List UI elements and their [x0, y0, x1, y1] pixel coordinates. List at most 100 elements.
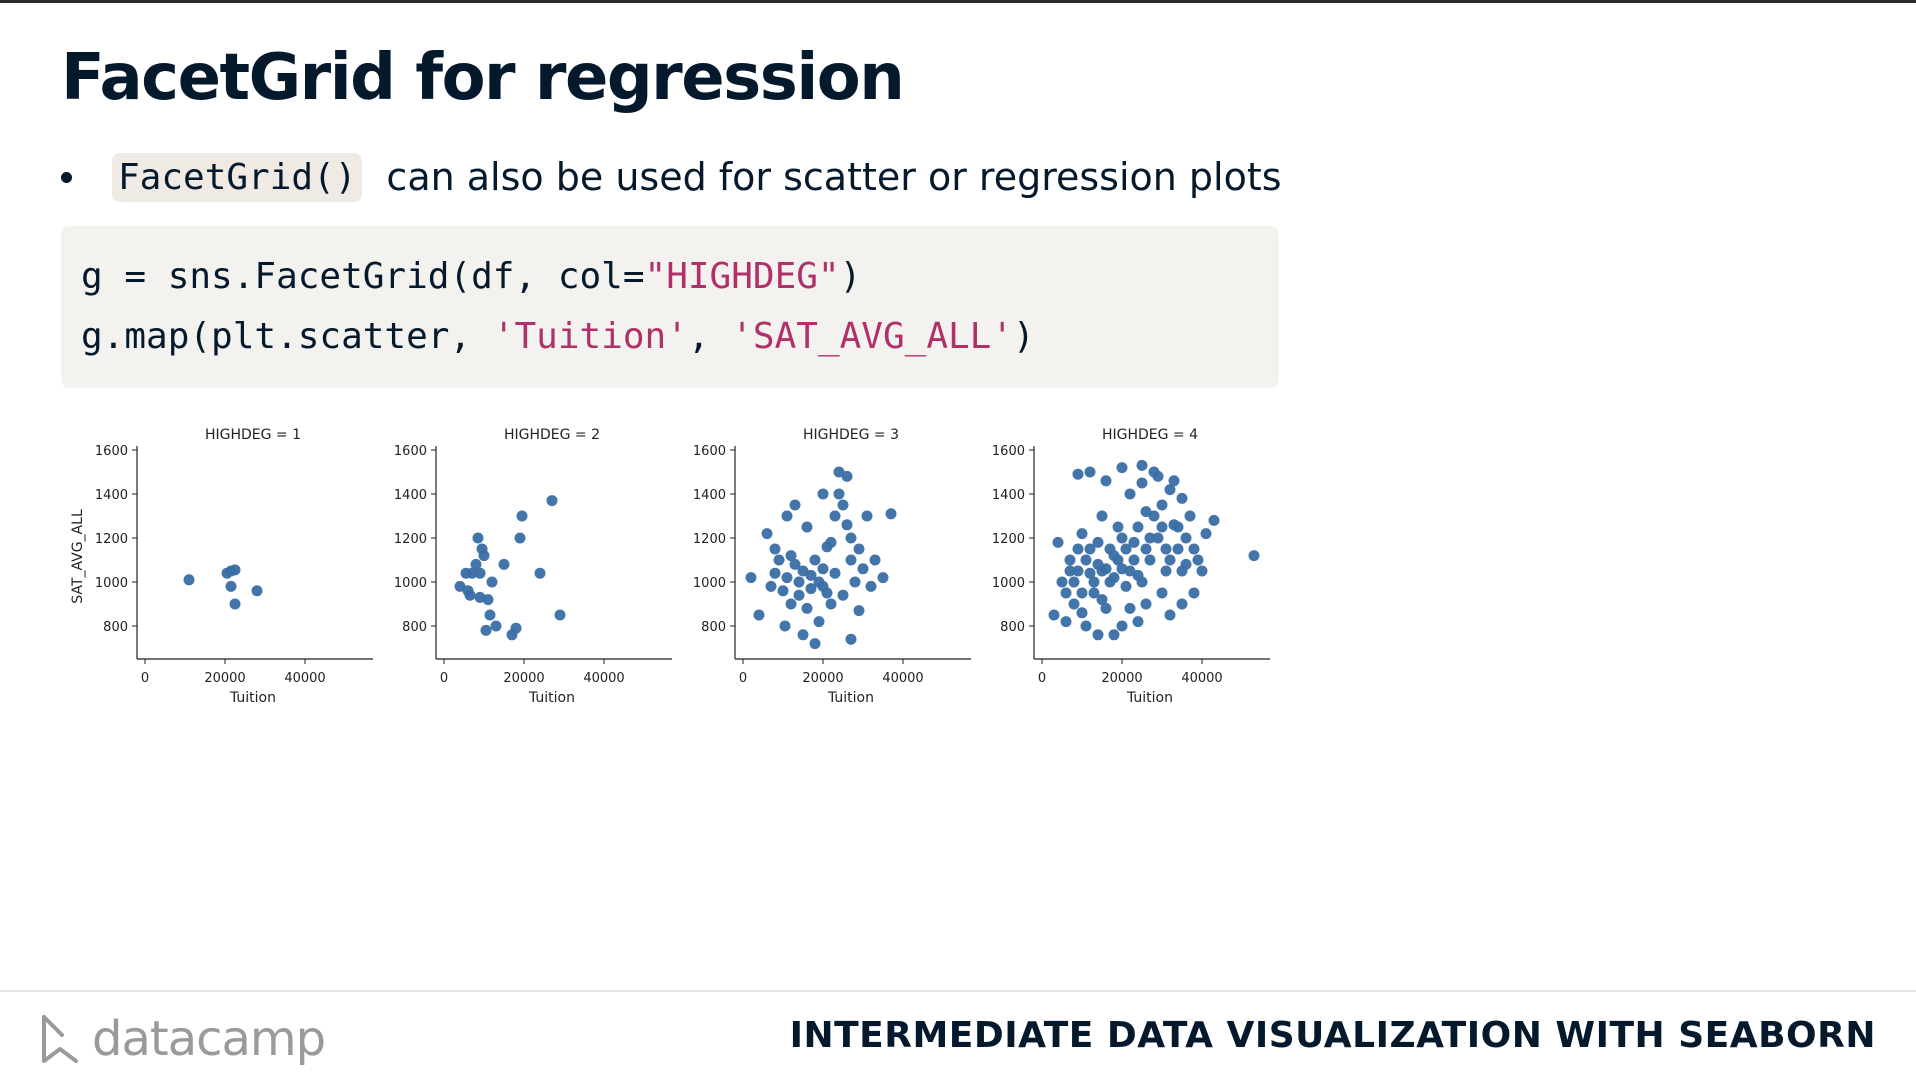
slide-title: FacetGrid for regression [61, 41, 905, 115]
scatter-point [849, 576, 861, 588]
x-tick-label: 40000 [284, 671, 325, 686]
scatter-point [779, 620, 791, 632]
scatter-point [1064, 565, 1076, 577]
x-axis-label: Tuition [528, 690, 575, 706]
scatter-point [1164, 609, 1176, 621]
scatter-point [1068, 598, 1080, 610]
x-tick-label: 0 [440, 671, 448, 686]
scatter-point [1180, 532, 1192, 544]
facet-panel: HIGHDEG = 1 800 1000 1200 1400 1600 0 20000 4000… [70, 427, 373, 706]
scatter-point [841, 519, 853, 531]
scatter-point [1100, 475, 1112, 487]
scatter-point [225, 580, 237, 592]
scatter-point [1128, 536, 1140, 548]
scatter-point [1076, 587, 1088, 599]
scatter-point [805, 569, 817, 581]
scatter-point [833, 466, 845, 478]
scatter-point [789, 499, 801, 511]
scatter-point [1132, 521, 1144, 533]
scatter-point [817, 563, 829, 575]
code-token: 'SAT_AVG_ALL' [731, 316, 1014, 357]
scatter-point [829, 510, 841, 522]
scatter-point [1048, 609, 1060, 621]
scatter-point [1156, 521, 1168, 533]
scatter-point [1176, 598, 1188, 610]
facet-title: HIGHDEG = 3 [803, 427, 899, 443]
bullet-dot [61, 171, 72, 183]
scatter-point [777, 585, 789, 597]
scatter-point [1112, 521, 1124, 533]
scatter-point [1080, 620, 1092, 632]
scatter-point [1160, 565, 1172, 577]
scatter-point [789, 558, 801, 570]
scatter-point [853, 543, 865, 555]
scatter-point [829, 567, 841, 579]
scatter-point [765, 580, 777, 592]
y-tick-label: 1600 [992, 444, 1025, 459]
scatter-point [1144, 554, 1156, 566]
scatter-point [1188, 543, 1200, 555]
scatter-point [1120, 580, 1132, 592]
x-axis-label: Tuition [1126, 690, 1173, 706]
scatter-point [1072, 543, 1084, 555]
scatter-point [813, 616, 825, 628]
logo-text: datacamp [92, 1011, 326, 1067]
facet-title: HIGHDEG = 2 [504, 427, 600, 443]
scatter-point [1152, 532, 1164, 544]
scatter-point [805, 583, 817, 595]
scatter-point [773, 554, 785, 566]
scatter-point [793, 576, 805, 588]
scatter-point [817, 488, 829, 500]
facet-title: HIGHDEG = 4 [1102, 427, 1198, 443]
scatter-point [474, 591, 486, 603]
scatter-point [1140, 543, 1152, 555]
scatter-point [1108, 572, 1120, 584]
scatter-point [1088, 576, 1100, 588]
scatter-point [1184, 510, 1196, 522]
y-tick-label: 800 [1000, 620, 1025, 635]
y-tick-label: 1200 [992, 532, 1025, 547]
y-tick-label: 1600 [95, 444, 128, 459]
scatter-point [1076, 607, 1088, 619]
facet-panel: HIGHDEG = 4 800 1000 1200 1400 1600 0 20000 4000… [992, 427, 1270, 706]
scatter-point [1060, 587, 1072, 599]
scatter-point [793, 589, 805, 601]
scatter-point [801, 521, 813, 533]
scatter-point [1092, 536, 1104, 548]
scatter-point [1136, 459, 1148, 471]
scatter-point [534, 567, 546, 579]
scatter-point [845, 633, 857, 645]
scatter-point [1144, 532, 1156, 544]
scatter-point [510, 622, 522, 634]
scatter-point [1108, 629, 1120, 641]
scatter-point [821, 541, 833, 553]
x-axis-label: Tuition [827, 690, 874, 706]
scatter-point [801, 602, 813, 614]
scatter-point [472, 532, 484, 544]
scatter-point [1164, 484, 1176, 496]
scatter-point [797, 565, 809, 577]
scatter-point [1156, 587, 1168, 599]
scatter-point [1248, 550, 1260, 562]
scatter-point [490, 620, 502, 632]
scatter-point [809, 554, 821, 566]
code-token: ) [839, 256, 862, 297]
x-tick-label: 20000 [802, 671, 843, 686]
scatter-point [516, 510, 528, 522]
x-tick-label: 0 [1038, 671, 1046, 686]
scatter-point [1196, 565, 1208, 577]
y-tick-label: 1200 [394, 532, 427, 547]
scatter-point [478, 550, 490, 562]
top-rule [0, 0, 1916, 3]
scatter-point [1052, 536, 1064, 548]
scatter-point [1116, 620, 1128, 632]
scatter-point [845, 532, 857, 544]
code-token: "HIGHDEG" [644, 256, 840, 297]
scatter-point [1124, 488, 1136, 500]
scatter-point [869, 554, 881, 566]
scatter-point [1084, 567, 1096, 579]
scatter-point [761, 528, 773, 540]
scatter-point [1096, 565, 1108, 577]
scatter-point [769, 567, 781, 579]
footer-rule [0, 990, 1916, 992]
